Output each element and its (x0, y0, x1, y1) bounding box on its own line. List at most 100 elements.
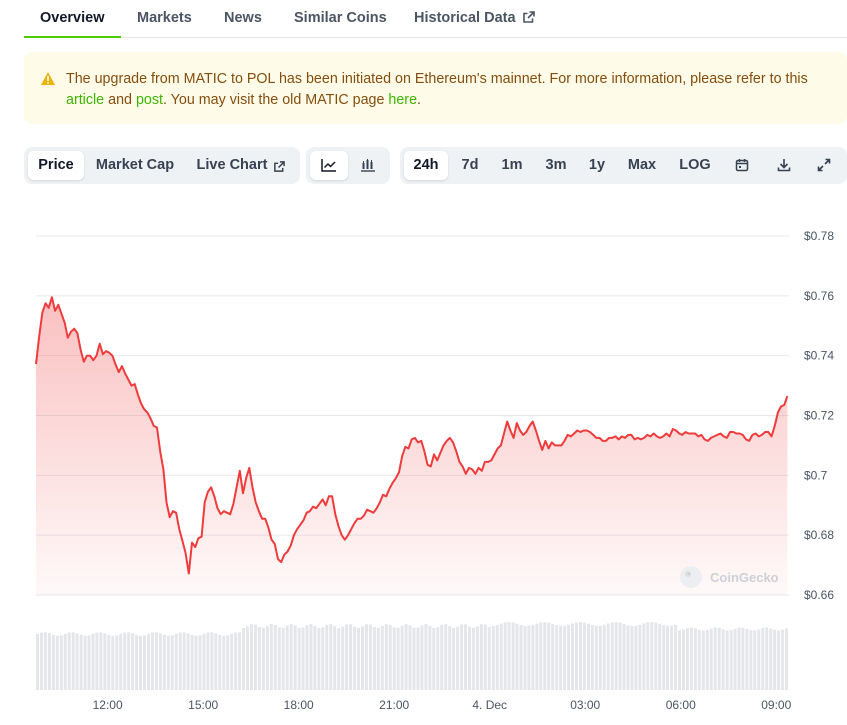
volume-bar (761, 627, 765, 690)
candlestick-button[interactable] (350, 151, 386, 180)
volume-bar (693, 628, 697, 690)
volume-bar (150, 632, 154, 690)
volume-bar (737, 627, 741, 690)
line-chart-icon (321, 157, 337, 173)
volume-bar (769, 628, 773, 690)
range-1m-button[interactable]: 1m (501, 157, 523, 173)
volume-bar (594, 625, 598, 690)
volume-bar (357, 628, 360, 690)
volume-bar (226, 635, 230, 690)
volume-bar (234, 632, 238, 690)
volume-bar (372, 627, 376, 690)
volume-bar (689, 627, 693, 690)
tab-similar-coins[interactable]: Similar Coins (294, 10, 387, 26)
volume-bar (757, 629, 761, 690)
volume-bar (733, 628, 737, 690)
log-scale-button[interactable]: LOG (679, 157, 711, 173)
alert-text-1: The upgrade from MATIC to POL has been i… (66, 71, 808, 87)
volume-bar (717, 627, 721, 690)
old-matic-page-link[interactable]: here (388, 92, 418, 108)
x-tick-label: 06:00 (666, 698, 696, 712)
market-cap-button[interactable]: Market Cap (95, 157, 175, 173)
volume-bar (432, 627, 436, 690)
price-button[interactable]: Price (28, 151, 84, 180)
volume-bar (586, 623, 590, 690)
volume-bar (745, 628, 749, 690)
volume-bar (273, 625, 277, 690)
y-tick-label: $0.76 (804, 289, 834, 303)
range-24h-button[interactable]: 24h (404, 151, 448, 180)
pol-upgrade-alert: The upgrade from MATIC to POL has been i… (24, 52, 847, 124)
x-tick-label: 09:00 (761, 698, 791, 712)
volume-bar (444, 624, 448, 690)
volume-bar (606, 623, 610, 690)
tab-historical-data[interactable]: Historical Data (414, 10, 535, 28)
volume-bar (147, 633, 150, 690)
volume-bar (598, 625, 602, 690)
date-range-button[interactable] (724, 151, 760, 180)
volume-bar (610, 622, 614, 690)
volume-bar (178, 632, 182, 690)
tab-news[interactable]: News (224, 10, 262, 26)
volume-bar (559, 625, 563, 690)
chart-type-toggle (306, 147, 390, 184)
volume-bar (47, 633, 51, 690)
volume-bar (654, 622, 658, 690)
metric-toggle: Price Market Cap Live Chart (24, 147, 300, 184)
volume-bar (634, 625, 638, 690)
volume-bar (63, 634, 67, 690)
volume-bar (115, 635, 119, 690)
volume-bar (464, 624, 467, 690)
volume-bar (71, 632, 75, 690)
volume-bar (222, 635, 226, 690)
price-chart[interactable]: CoinGecko $0.78 $0.76 $0.74 $0.72 $0.7 $0.68 $… (0, 190, 847, 725)
volume-bar (174, 633, 178, 690)
volume-bar (571, 623, 574, 690)
volume-bar (368, 624, 372, 690)
y-tick-label: $0.78 (804, 229, 834, 243)
volume-bar (527, 625, 531, 690)
range-3m-button[interactable]: 3m (545, 157, 567, 173)
volume-bar (345, 624, 349, 690)
volume-bar (293, 625, 297, 690)
volume-bar (103, 633, 107, 690)
range-1y-button[interactable]: 1y (588, 157, 606, 173)
volume-bar (83, 635, 87, 690)
volume-bar (567, 624, 571, 690)
volume-bar (404, 624, 408, 690)
tab-markets[interactable]: Markets (137, 10, 192, 26)
volume-bar (309, 624, 313, 690)
volume-bar (139, 635, 142, 690)
post-link[interactable]: post (135, 92, 163, 108)
volume-bar (40, 632, 43, 690)
volume-bar (452, 628, 456, 690)
volume-bar (154, 632, 158, 690)
line-chart-button[interactable] (310, 151, 348, 180)
volume-bar (416, 627, 420, 690)
volume-bar (182, 632, 186, 690)
download-button[interactable] (766, 151, 802, 180)
volume-bar (67, 632, 71, 690)
volume-bar (555, 625, 559, 690)
volume-bar (471, 628, 475, 690)
volume-bar (305, 625, 309, 690)
volume-bar (535, 623, 539, 690)
live-chart-button[interactable]: Live Chart (188, 151, 294, 180)
volume-bar (678, 630, 681, 690)
volume-bar (107, 634, 111, 690)
article-link[interactable]: article (66, 92, 105, 108)
volume-bar (523, 625, 527, 690)
fullscreen-button[interactable] (806, 151, 842, 180)
volume-bar (254, 624, 257, 690)
range-7d-button[interactable]: 7d (461, 157, 479, 173)
volume-bar (487, 627, 491, 690)
tab-overview[interactable]: Overview (40, 10, 105, 26)
volume-bar (111, 635, 115, 690)
volume-bar (43, 632, 47, 690)
volume-bar (428, 625, 432, 690)
volume-bar (539, 622, 543, 690)
volume-bar (364, 624, 368, 690)
volume-bar (55, 635, 59, 690)
volume-bar (785, 628, 788, 690)
range-max-button[interactable]: Max (627, 157, 657, 173)
